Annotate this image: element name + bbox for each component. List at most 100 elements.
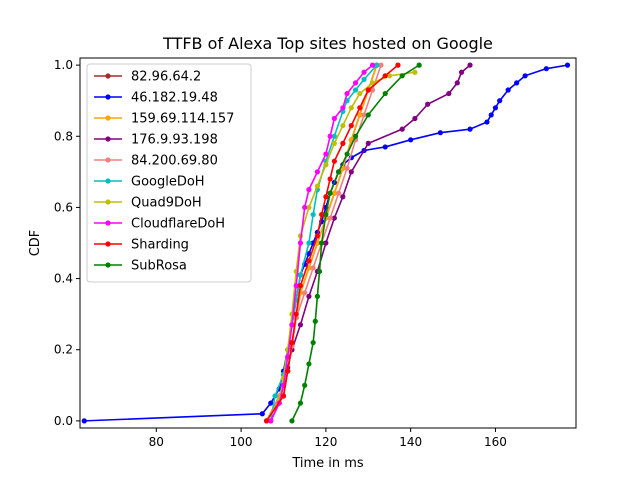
data-point xyxy=(369,62,376,68)
legend-marker xyxy=(105,262,111,268)
data-point xyxy=(263,418,270,424)
data-point xyxy=(259,411,265,417)
y-tick-label: 0.4 xyxy=(54,272,73,286)
data-point xyxy=(416,62,422,68)
legend-box xyxy=(86,63,252,283)
series-line xyxy=(291,64,420,422)
data-point xyxy=(399,73,405,79)
data-point xyxy=(323,151,329,157)
data-point xyxy=(425,101,431,107)
data-point xyxy=(327,215,333,221)
data-point xyxy=(369,87,376,93)
y-tick-label: 1.0 xyxy=(54,58,73,72)
legend-marker xyxy=(105,136,111,142)
data-point xyxy=(374,62,380,68)
data-point xyxy=(344,165,350,171)
y-axis: 0.0 0.2 0.4 0.6 0.8 1.0 xyxy=(54,58,80,428)
series-7 xyxy=(268,62,376,424)
legend-label: 82.96.64.2 xyxy=(131,70,201,85)
data-point xyxy=(340,105,346,111)
data-point xyxy=(395,62,401,68)
data-point xyxy=(386,73,393,79)
data-point xyxy=(382,73,388,79)
legend-item: 84.200.69.80 xyxy=(94,154,218,169)
plot-area xyxy=(81,62,571,424)
data-point xyxy=(365,87,371,93)
legend-item: Sharding xyxy=(94,238,189,253)
data-point xyxy=(314,169,321,175)
data-point xyxy=(340,140,346,146)
data-point xyxy=(357,112,363,118)
y-tick-label: 0.2 xyxy=(54,343,73,357)
data-point xyxy=(331,115,337,122)
legend-label: SubRosa xyxy=(131,259,187,274)
x-tick-label: 160 xyxy=(484,435,507,449)
data-point xyxy=(306,258,312,264)
data-point xyxy=(437,130,443,136)
data-point xyxy=(323,162,329,168)
legend-item: 82.96.64.2 xyxy=(94,70,201,85)
legend-label: Sharding xyxy=(131,238,189,253)
data-point xyxy=(382,144,388,150)
data-point xyxy=(488,112,494,118)
legend-marker xyxy=(105,73,111,79)
data-point xyxy=(454,80,460,86)
y-tick-label: 0.6 xyxy=(54,200,73,214)
data-point xyxy=(331,133,337,139)
x-tick-label: 140 xyxy=(399,435,422,449)
data-point xyxy=(340,122,346,129)
data-point xyxy=(352,133,359,139)
legend-item: SubRosa xyxy=(94,259,187,274)
data-point xyxy=(293,311,299,317)
y-tick-label: 0.0 xyxy=(54,414,73,428)
data-point xyxy=(306,361,312,367)
data-point xyxy=(352,80,359,86)
y-axis-label: CDF xyxy=(28,230,43,257)
data-point xyxy=(316,268,323,275)
data-point xyxy=(331,215,337,221)
legend-marker xyxy=(105,178,111,184)
data-point xyxy=(361,76,367,82)
data-point xyxy=(348,105,354,111)
data-point xyxy=(352,87,359,93)
data-point xyxy=(327,190,333,196)
data-point xyxy=(408,137,414,143)
legend-label: 159.69.114.157 xyxy=(131,112,234,127)
legend-item: Quad9DoH xyxy=(94,196,202,211)
data-point xyxy=(327,176,333,182)
data-point xyxy=(268,400,274,406)
data-point xyxy=(522,73,528,79)
data-point xyxy=(285,368,291,374)
data-point xyxy=(289,418,295,424)
data-point xyxy=(306,204,312,211)
legend-marker xyxy=(105,94,111,100)
data-point xyxy=(302,382,308,388)
data-point xyxy=(467,126,473,132)
data-point xyxy=(335,190,342,196)
series-8 xyxy=(263,62,401,424)
data-point xyxy=(81,418,87,424)
data-point xyxy=(348,122,354,129)
data-point xyxy=(302,204,308,211)
data-point xyxy=(310,211,316,218)
y-tick-label: 0.8 xyxy=(54,129,73,143)
data-point xyxy=(361,112,367,118)
data-point xyxy=(306,187,312,193)
legend-marker xyxy=(105,115,111,121)
data-point xyxy=(312,318,318,324)
data-point xyxy=(319,211,325,218)
data-point xyxy=(365,140,371,146)
data-point xyxy=(323,194,329,200)
legend-label: GoogleDoH xyxy=(131,175,205,190)
data-point xyxy=(331,140,337,146)
data-point xyxy=(331,190,337,196)
data-point xyxy=(365,112,371,118)
data-point xyxy=(458,69,465,75)
data-point xyxy=(497,98,503,104)
data-point xyxy=(378,62,384,68)
data-point xyxy=(297,400,304,406)
data-point xyxy=(357,90,363,97)
data-point xyxy=(446,90,452,97)
legend-label: 84.200.69.80 xyxy=(131,154,218,169)
data-point xyxy=(361,69,367,75)
